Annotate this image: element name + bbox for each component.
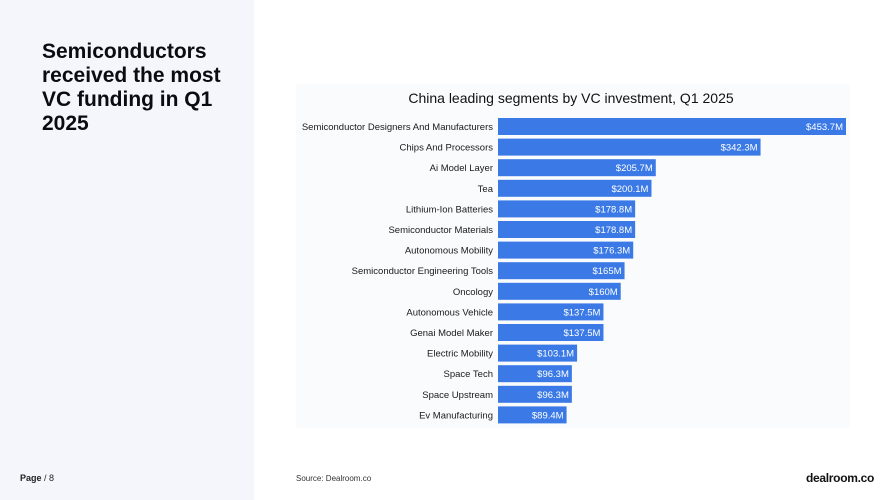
value-label-6: $176.3M <box>593 246 630 257</box>
value-label-4: $178.8M <box>595 204 632 215</box>
page-label: Page <box>20 473 42 483</box>
value-label-0: $453.7M <box>806 122 843 133</box>
bar-11 <box>498 344 578 362</box>
category-label-14: Ev Manufacturing <box>419 410 493 421</box>
bar-1 <box>498 138 761 156</box>
bar-9 <box>498 303 604 321</box>
category-label-7: Semiconductor Engineering Tools <box>352 266 494 277</box>
bar-6 <box>498 241 634 259</box>
category-label-9: Autonomous Vehicle <box>406 307 493 318</box>
value-label-9: $137.5M <box>563 307 600 318</box>
value-label-13: $96.3M <box>537 390 569 401</box>
bar-2 <box>498 159 656 177</box>
category-label-8: Oncology <box>453 287 493 298</box>
bar-8 <box>498 282 621 300</box>
category-label-11: Electric Mobility <box>427 349 493 360</box>
value-label-2: $205.7M <box>616 163 653 174</box>
category-label-12: Space Tech <box>444 369 493 380</box>
value-label-14: $89.4M <box>532 410 564 421</box>
value-label-10: $137.5M <box>563 328 600 339</box>
value-label-11: $103.1M <box>537 349 574 360</box>
category-label-6: Autonomous Mobility <box>405 246 493 257</box>
value-label-7: $165M <box>592 266 621 277</box>
page-headline: Semiconductors received the most VC fund… <box>42 40 221 135</box>
bar-5 <box>498 221 636 238</box>
category-label-3: Tea <box>478 184 494 195</box>
category-label-1: Chips And Processors <box>400 143 494 154</box>
value-label-3: $200.1M <box>611 184 648 195</box>
value-label-8: $160M <box>589 287 618 298</box>
chart-title: China leading segments by VC investment,… <box>408 90 734 106</box>
category-label-5: Semiconductor Materials <box>388 225 493 236</box>
category-label-2: Ai Model Layer <box>430 163 493 174</box>
category-label-13: Space Upstream <box>422 390 493 401</box>
category-label-10: Genai Model Maker <box>410 328 493 339</box>
category-label-4: Lithium-Ion Batteries <box>406 204 493 215</box>
bar-4 <box>498 200 636 218</box>
bar-0 <box>498 118 846 135</box>
bar-13 <box>498 385 572 403</box>
page-number: / 8 <box>44 473 55 483</box>
bar-10 <box>498 324 604 341</box>
page-indicator: Page / 8 <box>20 473 54 483</box>
value-label-1: $342.3M <box>721 143 758 154</box>
bar-14 <box>498 406 567 424</box>
source-note: Source: Dealroom.co <box>296 474 372 483</box>
value-label-12: $96.3M <box>537 369 569 380</box>
left-panel <box>0 0 254 500</box>
bar-12 <box>498 365 572 383</box>
bar-7 <box>498 262 625 280</box>
category-label-0: Semiconductor Designers And Manufacturer… <box>302 122 493 133</box>
dealroom-logo: dealroom.co <box>806 471 875 485</box>
value-label-5: $178.8M <box>595 225 632 236</box>
bar-3 <box>498 179 652 197</box>
